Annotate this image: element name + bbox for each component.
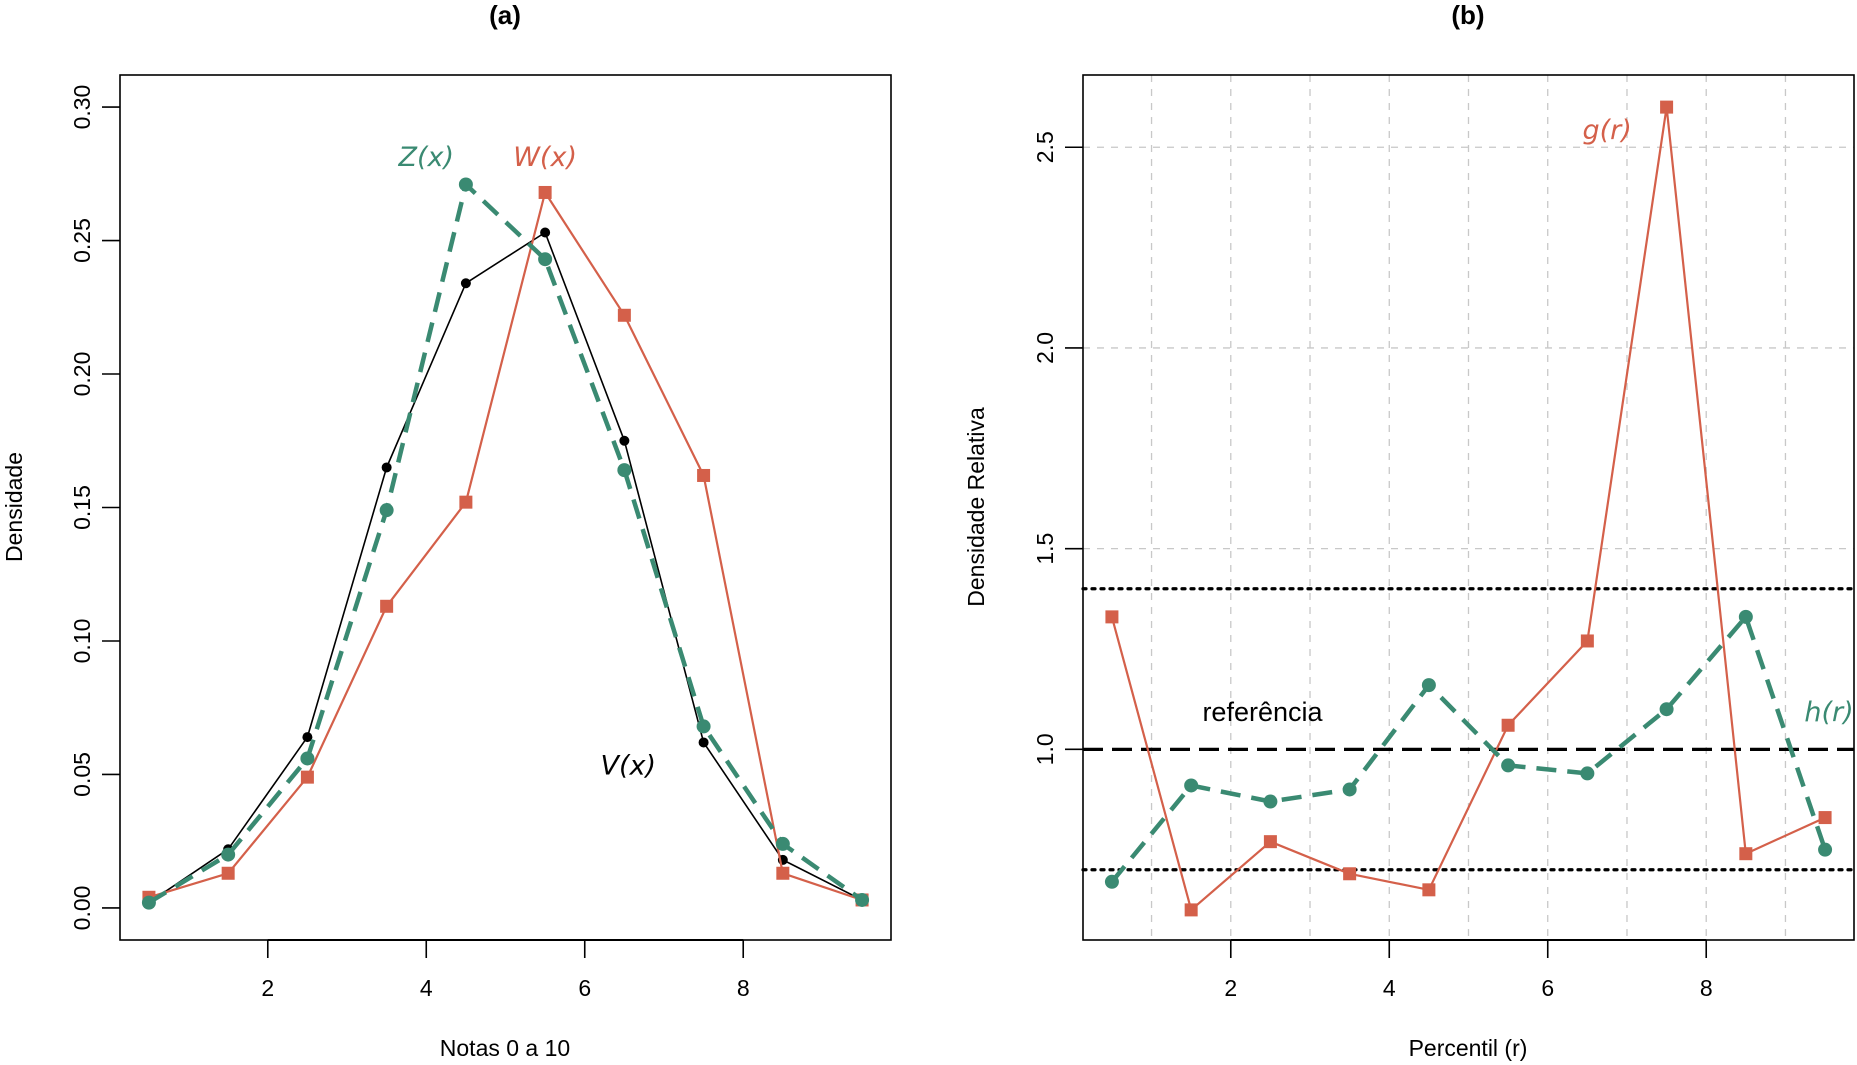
series-label: V(x) <box>601 750 657 781</box>
data-point <box>141 895 156 910</box>
data-point <box>619 435 630 446</box>
series-label: Z(x) <box>397 142 454 173</box>
data-point <box>1422 883 1436 897</box>
data-point <box>540 227 551 238</box>
x-tick-label: 2 <box>1224 975 1237 1001</box>
data-point <box>302 732 313 743</box>
data-point <box>776 866 790 880</box>
data-point <box>1263 835 1277 849</box>
panel-b-frame <box>1082 74 1855 941</box>
data-point <box>1501 758 1516 773</box>
x-tick-label: 6 <box>1541 975 1554 1001</box>
data-point <box>221 847 236 862</box>
panel-b-x-axis-label: Percentil (r) <box>1409 1035 1528 1061</box>
y-tick-label: 1.0 <box>1032 733 1058 765</box>
panel-a-x-axis-label: Notas 0 a 10 <box>440 1035 570 1061</box>
x-tick-label: 4 <box>420 975 433 1001</box>
series-line <box>148 231 863 904</box>
series-line <box>1110 614 1828 884</box>
series-gr <box>1105 100 1832 917</box>
series-hr <box>1104 609 1833 889</box>
y-tick-label: 2.0 <box>1032 332 1058 364</box>
panel-a-y-axis-label: Densidade <box>1 452 27 562</box>
data-point <box>1342 782 1357 797</box>
data-point <box>300 770 314 784</box>
data-point <box>1105 610 1119 624</box>
data-point <box>697 468 711 482</box>
data-point <box>1184 778 1199 793</box>
data-point <box>775 836 790 851</box>
data-point <box>458 177 473 192</box>
data-point <box>381 462 392 473</box>
data-point <box>1660 100 1674 114</box>
y-tick-label: 2.5 <box>1032 131 1058 163</box>
data-point <box>379 503 394 518</box>
panel-b-y-axis-label: Densidade Relativa <box>963 407 989 607</box>
series-wx <box>142 185 869 907</box>
x-tick-label: 2 <box>261 975 274 1001</box>
y-tick-label: 0.25 <box>69 218 95 263</box>
data-point <box>1421 678 1436 693</box>
y-tick-label: 0.05 <box>69 752 95 797</box>
panel-b: (b) referência 2 4 6 8 1.0 1.5 2.0 2.5 g(r) h(r)… <box>963 0 1856 1061</box>
x-tick-label: 8 <box>737 975 750 1001</box>
data-point <box>538 185 552 199</box>
series-label: h(r) <box>1804 697 1853 728</box>
data-point <box>698 737 709 748</box>
series-zx <box>141 177 870 910</box>
panel-b-series-labels: g(r) h(r) <box>1583 115 1854 728</box>
data-point <box>1501 718 1515 732</box>
x-tick-label: 4 <box>1383 975 1396 1001</box>
series-line <box>1110 106 1826 911</box>
data-point <box>380 599 394 613</box>
data-point <box>696 719 711 734</box>
y-tick-label: 0.30 <box>69 85 95 130</box>
data-point <box>460 278 471 289</box>
data-point <box>1263 794 1278 809</box>
y-tick-label: 0.15 <box>69 485 95 530</box>
data-point <box>617 308 631 322</box>
series-label: g(r) <box>1583 115 1632 146</box>
series-label: W(x) <box>513 142 577 173</box>
x-tick-label: 8 <box>1700 975 1713 1001</box>
panel-a: (a) 2 4 6 8 0.00 0.05 0.10 0.15 0.20 0.25 0.30 V(x… <box>1 0 892 1061</box>
panel-a-frame <box>119 74 892 941</box>
data-point <box>1818 842 1833 857</box>
data-point <box>538 252 553 267</box>
y-tick-label: 1.5 <box>1032 533 1058 565</box>
panel-b-reference-lines: referência <box>1081 587 1856 872</box>
data-point <box>1659 702 1674 717</box>
data-point <box>221 866 235 880</box>
data-point <box>1580 634 1594 648</box>
data-point <box>459 495 473 509</box>
data-point <box>1104 874 1119 889</box>
series-line <box>148 191 863 902</box>
y-tick-label: 0.10 <box>69 619 95 664</box>
panel-b-grid <box>1083 75 1854 940</box>
x-tick-label: 6 <box>578 975 591 1001</box>
y-tick-label: 0.20 <box>69 352 95 397</box>
data-point <box>1184 903 1198 917</box>
data-point <box>855 892 870 907</box>
reference-label: referência <box>1202 697 1323 727</box>
data-point <box>617 463 632 478</box>
data-point <box>1739 847 1753 861</box>
data-point <box>1818 811 1832 825</box>
series-line <box>147 182 864 905</box>
series-vx <box>143 227 868 908</box>
panel-a-series <box>141 177 870 910</box>
panel-a-title: (a) <box>489 0 521 30</box>
data-point <box>1580 766 1595 781</box>
data-point <box>300 751 315 766</box>
panel-b-title: (b) <box>1451 0 1484 30</box>
data-point <box>1738 609 1753 624</box>
data-point <box>1343 867 1357 881</box>
y-tick-label: 0.00 <box>69 886 95 931</box>
panel-b-series <box>1104 100 1833 917</box>
panel-a-series-labels: V(x) W(x) Z(x) <box>397 142 656 782</box>
